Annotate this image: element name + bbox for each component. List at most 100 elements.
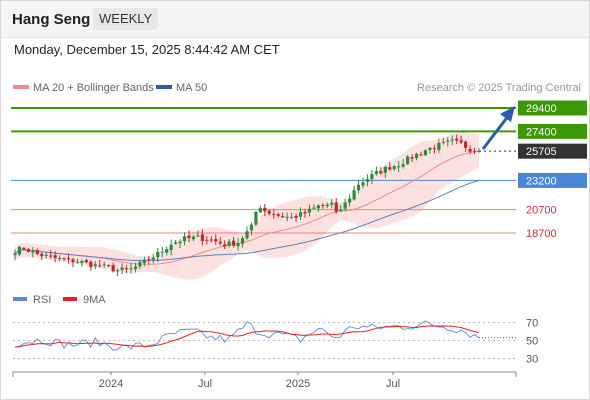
candle-body	[58, 258, 62, 260]
candle-body	[441, 141, 445, 143]
candle-body	[321, 205, 325, 207]
projection-arrow	[481, 114, 511, 150]
ma20-legend-label: MA 20 + Bollinger Bands	[33, 82, 154, 94]
rsi-ma-legend-label: 9MA	[83, 294, 106, 306]
candle-body	[410, 157, 414, 159]
candle-body	[93, 264, 97, 267]
candle-body	[26, 249, 30, 252]
bollinger-bands	[15, 132, 479, 280]
candle-body	[205, 239, 209, 241]
pivot-label: 23200	[526, 175, 557, 187]
candle-body	[151, 257, 155, 260]
candle-body	[66, 258, 71, 260]
candle-body	[406, 156, 410, 165]
candle-body	[200, 234, 204, 242]
candle-body	[361, 182, 365, 186]
candle-body	[472, 151, 477, 153]
candle-body	[468, 148, 472, 152]
candle-body	[450, 139, 454, 141]
x-axis-label: 2024	[99, 378, 123, 390]
candle-body	[432, 148, 436, 150]
resistance-label-box	[518, 123, 587, 139]
candle-body	[133, 266, 138, 270]
projection-arrowhead	[500, 106, 515, 122]
candle-body	[89, 261, 93, 268]
candle-body	[316, 205, 320, 209]
last-price-label: 25705	[526, 146, 557, 158]
candle-body	[71, 259, 75, 263]
candle-body	[80, 260, 84, 263]
candle-body	[307, 208, 312, 213]
candle-body	[330, 202, 334, 205]
candle-body	[62, 258, 66, 260]
ma50-line	[14, 180, 480, 262]
candle-body	[437, 142, 441, 151]
candle-body	[281, 216, 285, 218]
candle-body	[98, 265, 102, 267]
candle-body	[276, 214, 280, 216]
candle-body	[339, 209, 343, 212]
candle-body	[13, 253, 17, 256]
candle-body	[397, 166, 401, 168]
candle-body	[31, 250, 35, 253]
candle-body	[343, 202, 347, 209]
rsi-legend-label: RSI	[33, 294, 51, 306]
candle-body	[191, 236, 196, 240]
candle-body	[120, 267, 124, 270]
candle-body	[455, 138, 459, 141]
candle-body	[165, 249, 169, 253]
candle-body	[303, 212, 307, 214]
candle-body	[249, 224, 254, 231]
candle-body	[379, 171, 383, 174]
candle-body	[245, 231, 249, 239]
candle-body	[129, 268, 133, 270]
candle-body	[209, 239, 213, 241]
pivot-label-box	[518, 172, 587, 188]
candle-body	[223, 244, 227, 247]
x-axis-label: 2025	[286, 378, 310, 390]
chart-datetime: Monday, December 15, 2025 8:44:42 AM CET	[14, 42, 280, 57]
candle-body	[142, 259, 146, 264]
candle-body	[285, 216, 289, 218]
timeframe-badge[interactable]: WEEKLY	[93, 8, 159, 30]
candle-body	[22, 248, 26, 250]
rsi-axis-label: 50	[526, 336, 538, 348]
candle-body	[40, 253, 44, 257]
candle-body	[187, 235, 191, 239]
candle-body	[419, 154, 423, 156]
candle-body	[459, 140, 463, 143]
candle-body	[267, 210, 271, 214]
candle-body	[232, 240, 236, 246]
candle-body	[107, 265, 111, 267]
candle-body	[477, 151, 481, 153]
candle-body	[240, 238, 245, 244]
candle-body	[124, 268, 129, 270]
candle-body	[392, 166, 396, 170]
candle-body	[35, 250, 39, 254]
rsi-legend-swatch	[13, 297, 27, 301]
candle-body	[53, 255, 57, 259]
candle-body	[49, 255, 53, 257]
candle-body	[174, 242, 178, 244]
candle-body	[147, 259, 151, 261]
x-axis-label: Jul	[198, 378, 212, 390]
rsi-axis-label: 30	[526, 354, 538, 366]
candle-body	[178, 241, 182, 244]
candle-body	[401, 164, 405, 167]
candle-body	[374, 171, 378, 174]
candle-body	[290, 217, 294, 219]
candle-body	[352, 190, 356, 200]
candle-body	[388, 167, 392, 170]
candle-body	[182, 236, 187, 242]
candle-body	[263, 207, 267, 212]
candle-body	[84, 260, 88, 263]
candle-body	[383, 166, 387, 173]
resistance-label-box	[518, 100, 587, 116]
candle-body	[236, 243, 240, 246]
candle-body	[312, 207, 316, 209]
candle-body	[272, 214, 276, 216]
instrument-name: Hang Seng	[12, 11, 91, 28]
candle-body	[464, 141, 468, 148]
